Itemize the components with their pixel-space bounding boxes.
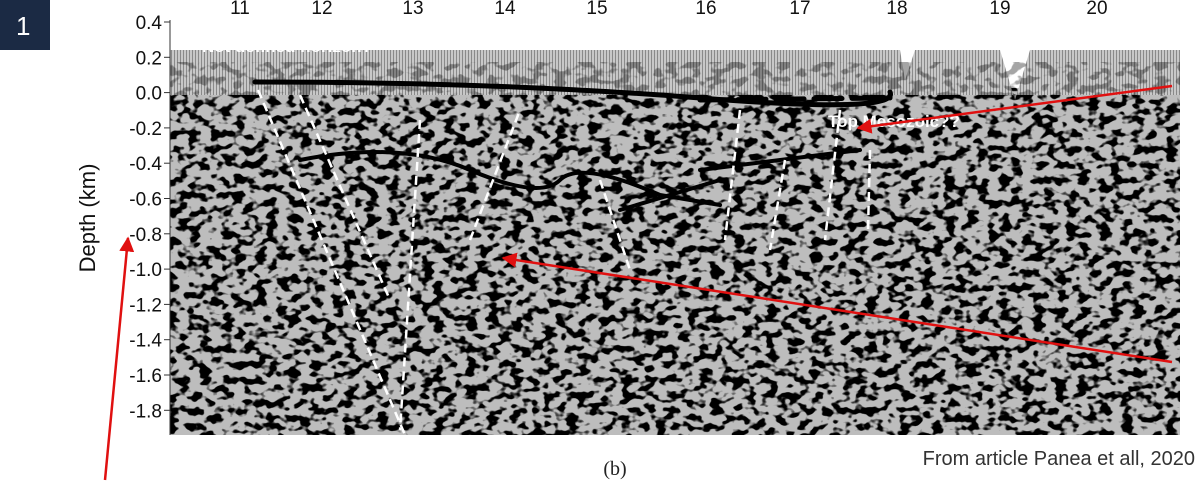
y-tick-label: 0.2: [136, 48, 162, 69]
annotation: Top Mesozoic??: [828, 112, 960, 131]
y-tick-label: -0.8: [129, 225, 162, 246]
y-tick-label: 0.0: [136, 84, 162, 105]
y-tick-label: -0.4: [129, 154, 162, 175]
arrows: [103, 84, 1173, 481]
y-tick-label: -1.0: [129, 260, 162, 281]
x-tick-label: 20: [1086, 0, 1107, 19]
x-tick-label: 17: [789, 0, 810, 19]
badge-box: [0, 0, 50, 50]
x-tick-label: 19: [989, 0, 1010, 19]
x-tick-label: 13: [402, 0, 423, 19]
y-tick-label: -0.6: [129, 190, 162, 211]
annotation: Not defined horizon?: [202, 37, 372, 56]
x-tick-label: 12: [311, 0, 332, 19]
y-tick-label: -1.8: [129, 401, 162, 422]
badge: 1: [16, 11, 30, 41]
y-tick-label: -1.4: [129, 331, 162, 352]
y-tick-label: -0.2: [129, 119, 162, 140]
caption: (b): [603, 458, 626, 480]
x-tick-label: 15: [586, 0, 607, 19]
seismic-section: [169, 20, 1180, 436]
x-tick-label: 11: [230, 0, 250, 19]
y-tick-label: -1.6: [129, 366, 162, 387]
y-axis-title: Depth (km): [75, 164, 100, 273]
y-tick-label: -1.2: [129, 295, 162, 316]
x-tick-label: 18: [886, 0, 907, 19]
x-tick-label: 16: [695, 0, 716, 19]
x-tick-label: 14: [494, 0, 516, 19]
y-tick-label: 0.4: [136, 13, 163, 34]
source: From article Panea et all, 2020: [923, 448, 1195, 470]
